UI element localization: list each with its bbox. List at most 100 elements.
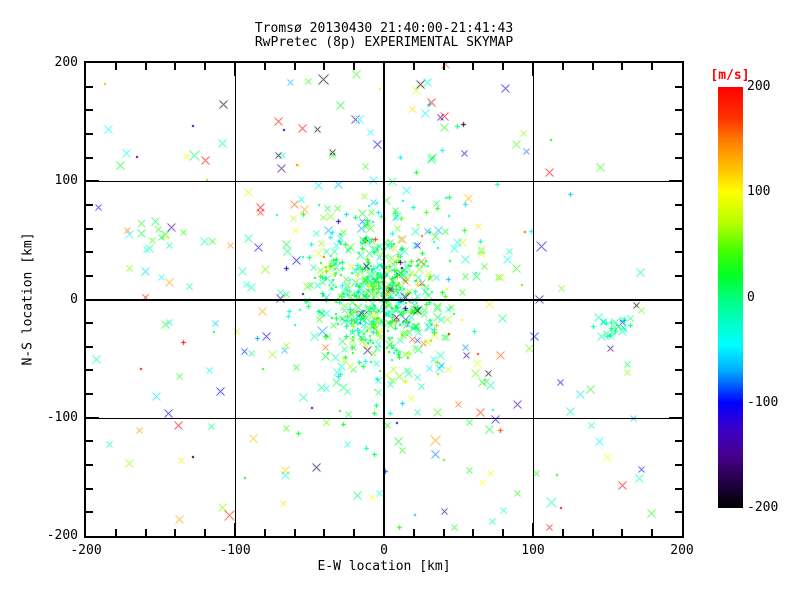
y-tick-right (675, 440, 682, 443)
x-tick-top (412, 63, 415, 70)
y-tick-label: -100 (46, 409, 78, 425)
y-tick-label: 100 (54, 173, 78, 189)
y-tick-right (675, 251, 682, 254)
y-tick-label: -200 (46, 528, 78, 543)
x-tick-bottom (353, 529, 356, 536)
plot-title: Tromsø 20130430 21:40:00-21:41:43 (254, 21, 514, 36)
y-tick-right (669, 180, 682, 183)
grid-hline (86, 181, 682, 183)
x-tick-top (502, 63, 505, 70)
x-tick-top (323, 63, 326, 70)
grid-hline (86, 298, 682, 301)
y-tick-left (86, 180, 99, 183)
y-tick-left (86, 251, 93, 254)
plot-area (84, 61, 684, 538)
y-tick-left (86, 156, 93, 159)
y-tick-right (669, 416, 682, 419)
y-tick-right (675, 132, 682, 135)
y-tick-right (675, 156, 682, 159)
y-tick-right (675, 203, 682, 206)
y-tick-label: 0 (70, 291, 78, 307)
y-tick-left (86, 274, 93, 277)
x-tick-top (234, 63, 236, 76)
colorbar-tick-label: 0 (747, 289, 755, 305)
x-tick-top (114, 63, 117, 70)
x-tick-bottom (651, 529, 654, 536)
x-tick-top (263, 63, 266, 70)
y-tick-right (675, 274, 682, 277)
y-tick-right (675, 109, 682, 112)
x-tick-bottom (293, 529, 296, 536)
y-tick-right (675, 85, 682, 88)
x-tick-bottom (204, 529, 207, 536)
x-tick-bottom (591, 529, 594, 536)
y-tick-right (675, 464, 682, 467)
x-tick-top (174, 63, 177, 70)
x-tick-bottom (383, 523, 385, 536)
x-tick-top (353, 63, 356, 70)
x-tick-bottom (472, 529, 475, 536)
y-tick-left (86, 345, 93, 348)
x-tick-bottom (263, 529, 266, 536)
x-tick-bottom (532, 523, 534, 536)
x-tick-bottom (621, 529, 624, 536)
y-tick-right (675, 227, 682, 230)
y-tick-left (86, 464, 93, 467)
x-tick-label: 100 (521, 543, 545, 558)
x-tick-top (442, 63, 445, 70)
y-tick-right (675, 345, 682, 348)
grid-vline (533, 63, 534, 536)
x-tick-bottom (412, 529, 415, 536)
y-tick-left (86, 132, 93, 135)
y-tick-left (86, 440, 93, 443)
colorbar-unit-label: [m/s] (710, 68, 750, 83)
y-tick-left (86, 369, 93, 372)
x-tick-top (651, 63, 654, 70)
x-tick-bottom (323, 529, 326, 536)
x-tick-top (293, 63, 296, 70)
y-tick-right (675, 393, 682, 396)
x-tick-label: 200 (670, 543, 694, 558)
x-tick-bottom (114, 529, 117, 536)
y-tick-right (669, 298, 682, 301)
y-tick-left (86, 298, 99, 301)
x-tick-bottom (442, 529, 445, 536)
x-tick-top (204, 63, 207, 70)
y-tick-left (86, 416, 99, 419)
y-tick-left (86, 109, 93, 112)
x-tick-label: 0 (380, 543, 388, 558)
x-tick-top (621, 63, 624, 70)
colorbar-tick-label: -200 (747, 500, 779, 515)
y-tick-left (86, 393, 93, 396)
x-tick-bottom (234, 523, 236, 536)
plot-inner (86, 63, 682, 536)
y-tick-left (86, 85, 93, 88)
y-tick-left (86, 322, 93, 325)
y-tick-left (86, 227, 93, 230)
colorbar-gradient (718, 87, 743, 508)
x-tick-bottom (502, 529, 505, 536)
y-tick-right (675, 487, 682, 490)
x-tick-label: -200 (70, 543, 102, 558)
colorbar-tick-label: 100 (747, 184, 771, 200)
x-tick-top (144, 63, 147, 70)
x-tick-bottom (144, 529, 147, 536)
colorbar-tick-label: 200 (747, 79, 771, 94)
x-tick-top (383, 63, 385, 76)
x-tick-bottom (561, 529, 564, 536)
colorbar-tick-label: -100 (747, 394, 779, 410)
x-tick-top (532, 63, 534, 76)
y-tick-left (86, 203, 93, 206)
x-axis-label: E-W location [km] (317, 559, 451, 574)
y-tick-left (86, 487, 93, 490)
y-tick-right (675, 511, 682, 514)
x-tick-top (472, 63, 475, 70)
y-tick-right (675, 369, 682, 372)
y-tick-label: 200 (54, 55, 78, 70)
y-tick-right (675, 322, 682, 325)
x-tick-bottom (174, 529, 177, 536)
x-tick-label: -100 (219, 543, 251, 558)
x-tick-top (561, 63, 564, 70)
plot-subtitle: RwPretec (8p) EXPERIMENTAL SKYMAP (254, 35, 514, 50)
